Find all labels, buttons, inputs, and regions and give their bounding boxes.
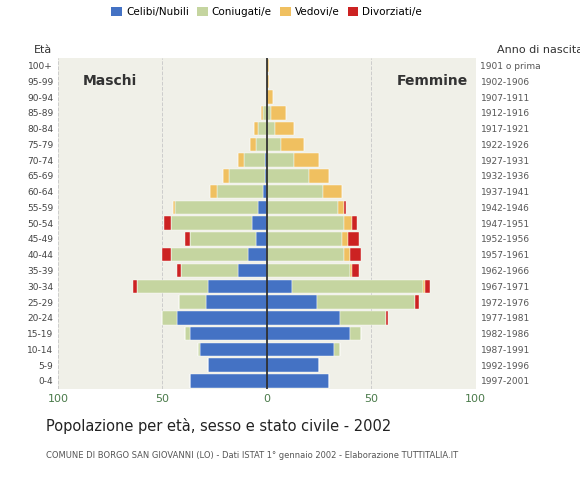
Bar [177, 264, 181, 277]
Bar [217, 185, 263, 198]
Bar [267, 248, 344, 262]
Bar [229, 169, 264, 182]
Bar [264, 169, 267, 182]
Bar [267, 138, 281, 151]
Bar [267, 74, 269, 88]
Bar [238, 154, 244, 167]
Bar [267, 185, 323, 198]
Bar [211, 185, 217, 198]
Bar [162, 248, 171, 262]
Bar [223, 169, 229, 182]
Text: Popolazione per età, sesso e stato civile - 2002: Popolazione per età, sesso e stato civil… [46, 418, 392, 433]
Bar [267, 122, 275, 135]
Bar [250, 138, 256, 151]
Bar [190, 374, 267, 388]
Bar [334, 343, 340, 356]
Bar [292, 279, 423, 293]
Bar [259, 201, 267, 214]
Bar [267, 216, 344, 230]
Bar [267, 154, 294, 167]
Bar [267, 279, 292, 293]
Bar [267, 311, 340, 324]
Bar [267, 106, 271, 120]
Bar [263, 106, 267, 120]
Bar [256, 232, 267, 246]
Bar [353, 264, 358, 277]
Bar [386, 311, 388, 324]
Bar [415, 295, 419, 309]
Bar [353, 216, 357, 230]
Bar [350, 264, 353, 277]
Bar [350, 327, 361, 340]
Bar [338, 201, 344, 214]
Bar [186, 232, 190, 246]
Bar [317, 295, 415, 309]
Bar [267, 374, 329, 388]
Bar [171, 248, 248, 262]
Bar [264, 154, 267, 167]
Bar [281, 138, 305, 151]
Bar [294, 154, 319, 167]
Bar [348, 232, 358, 246]
Bar [342, 232, 348, 246]
Bar [190, 327, 267, 340]
Bar [323, 185, 342, 198]
Bar [181, 264, 238, 277]
Bar [198, 343, 200, 356]
Bar [254, 122, 259, 135]
Bar [256, 138, 267, 151]
Bar [263, 185, 267, 198]
Bar [267, 232, 342, 246]
Bar [267, 264, 350, 277]
Bar [344, 248, 350, 262]
Bar [344, 216, 353, 230]
Bar [208, 359, 267, 372]
Bar [186, 327, 190, 340]
Bar [165, 216, 171, 230]
Bar [244, 154, 264, 167]
Bar [267, 295, 317, 309]
Text: COMUNE DI BORGO SAN GIOVANNI (LO) - Dati ISTAT 1° gennaio 2002 - Elaborazione TU: COMUNE DI BORGO SAN GIOVANNI (LO) - Dati… [46, 451, 459, 460]
Bar [171, 216, 252, 230]
Text: Anno di nascita: Anno di nascita [497, 45, 580, 55]
Bar [423, 279, 426, 293]
Bar [173, 201, 175, 214]
Text: Età: Età [34, 45, 52, 55]
Bar [137, 279, 208, 293]
Legend: Celibi/Nubili, Coniugati/e, Vedovi/e, Divorziati/e: Celibi/Nubili, Coniugati/e, Vedovi/e, Di… [107, 3, 426, 22]
Bar [252, 216, 267, 230]
Bar [267, 59, 269, 72]
Bar [179, 295, 206, 309]
Bar [175, 201, 259, 214]
Bar [267, 359, 319, 372]
Bar [177, 311, 267, 324]
Bar [350, 248, 361, 262]
Bar [267, 327, 350, 340]
Text: Maschi: Maschi [83, 74, 137, 88]
Bar [267, 343, 334, 356]
Bar [267, 90, 273, 104]
Bar [340, 311, 386, 324]
Bar [206, 295, 267, 309]
Bar [259, 122, 267, 135]
Bar [260, 106, 263, 120]
Bar [248, 248, 267, 262]
Bar [267, 169, 309, 182]
Bar [309, 169, 329, 182]
Bar [190, 232, 256, 246]
Text: Femmine: Femmine [396, 74, 467, 88]
Bar [133, 279, 137, 293]
Bar [162, 311, 177, 324]
Bar [200, 343, 267, 356]
Bar [238, 264, 267, 277]
Bar [267, 201, 338, 214]
Bar [426, 279, 430, 293]
Bar [344, 201, 346, 214]
Bar [271, 106, 285, 120]
Bar [208, 279, 267, 293]
Bar [275, 122, 294, 135]
